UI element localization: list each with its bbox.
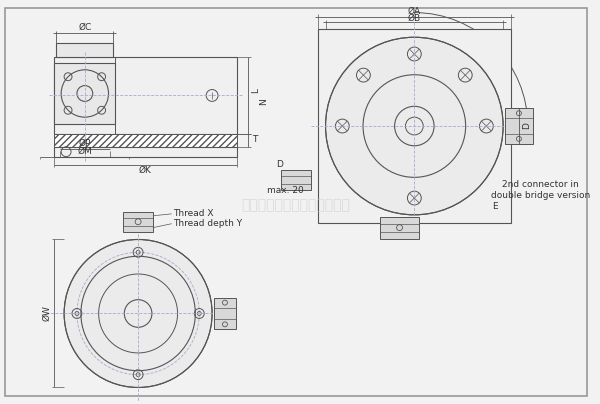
Text: 广州众鑫自动化科技有限公司: 广州众鑫自动化科技有限公司 [242,198,350,212]
Bar [214,298,236,329]
Bar [380,217,419,238]
Text: max. 20: max. 20 [267,186,304,195]
Text: E: E [493,202,498,211]
Text: ØM: ØM [77,147,92,156]
Text: ØB: ØB [408,14,421,23]
Circle shape [326,37,503,215]
Text: ØP: ØP [79,139,91,148]
Bar [124,212,153,231]
Bar [54,63,115,124]
Text: N: N [259,98,268,105]
Text: ØK: ØK [139,166,151,175]
Text: ØC: ØC [78,23,91,32]
Bar [505,108,533,144]
Text: T: T [252,135,257,144]
Text: Thread depth Y: Thread depth Y [173,219,242,228]
Bar [281,170,311,190]
Bar [56,43,113,57]
Circle shape [64,240,212,387]
Bar [54,134,237,147]
Text: Thread X: Thread X [173,209,213,218]
Text: ØA: ØA [408,7,421,16]
Text: ØW: ØW [43,305,52,322]
Bar [54,147,237,157]
Bar [54,57,237,134]
Text: 2nd connector in
double bridge version: 2nd connector in double bridge version [491,180,590,200]
Text: D: D [276,160,283,169]
Bar [317,29,511,223]
Text: D: D [523,122,532,129]
Text: L: L [251,88,260,93]
